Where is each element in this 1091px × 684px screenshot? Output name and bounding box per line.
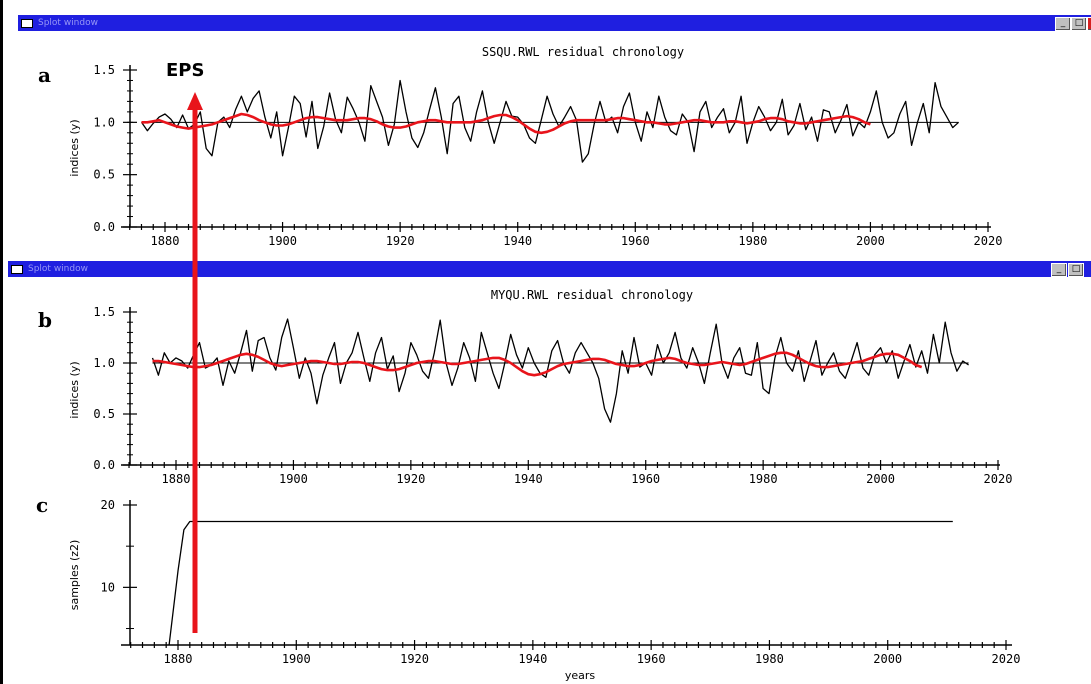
x-tick-label: 2020 (984, 472, 1013, 486)
y-tick-label: 0.5 (93, 407, 115, 421)
panel-letter-a: a (38, 63, 51, 87)
window-title-top: Splot window (38, 18, 98, 28)
y-tick-label: 0.5 (93, 168, 115, 182)
x-tick-label: 1980 (749, 472, 778, 486)
x-tick-label: 1920 (400, 652, 429, 666)
y-tick-label: 10 (101, 580, 115, 594)
x-tick-label: 2020 (992, 652, 1021, 666)
window-titlebar-bottom[interactable]: Splot window _ □ (8, 261, 1091, 277)
panel-c: c samples (z2) years 1880 1900 1920 1940 196… (36, 493, 1020, 682)
panel-c-ylabel: samples (z2) (68, 540, 81, 611)
series-index-line (140, 79, 960, 163)
window-titlebar-top[interactable]: Splot window _ □ × (18, 15, 1091, 31)
window-title-bottom: Splot window (28, 264, 88, 274)
maximize-button[interactable]: □ (1071, 17, 1087, 31)
x-tick-label: 1880 (162, 472, 191, 486)
x-tick-label: 1880 (164, 652, 193, 666)
y-tick-label: 1.0 (93, 356, 115, 370)
x-tick-label: 1960 (621, 234, 650, 248)
series-smoothed-line (141, 112, 871, 135)
eps-annotation: EPS (166, 60, 204, 633)
x-tick-label: 1960 (631, 472, 660, 486)
y-tick-label: 0.0 (93, 458, 115, 472)
panel-b: b MYQU.RWL residual chronology indices (… (38, 288, 1012, 486)
x-tick-label: 1940 (503, 234, 532, 248)
x-tick-label: 1900 (282, 652, 311, 666)
panel-c-xlabel: years (565, 669, 596, 682)
x-tick-label: 1940 (514, 472, 543, 486)
x-tick-label: 1980 (738, 234, 767, 248)
eps-arrow-head (187, 92, 203, 110)
x-tick-label: 2000 (873, 652, 902, 666)
panel-letter-b: b (38, 308, 52, 332)
panel-letter-c: c (36, 493, 48, 517)
x-tick-label: 1900 (268, 234, 297, 248)
x-tick-label: 1920 (396, 472, 425, 486)
window-menu-icon-2[interactable] (11, 265, 23, 274)
y-tick-label: 1.0 (93, 115, 115, 129)
panel-a-ylabel: indices (y) (68, 119, 81, 176)
x-tick-label: 1980 (755, 652, 784, 666)
series-samples-line (168, 520, 953, 646)
x-tick-label: 2000 (866, 472, 895, 486)
y-tick-label: 1.5 (93, 305, 115, 319)
series-smoothed-line (152, 351, 923, 377)
panel-a-title: SSQU.RWL residual chronology (482, 45, 684, 59)
x-tick-label: 2000 (856, 234, 885, 248)
x-tick-label: 1960 (637, 652, 666, 666)
x-tick-label: 1880 (151, 234, 180, 248)
window-left-border (0, 0, 3, 684)
panel-b-ylabel: indices (y) (68, 361, 81, 418)
y-tick-label: 20 (101, 498, 115, 512)
y-tick-label: 0.0 (93, 220, 115, 234)
eps-label: EPS (166, 60, 204, 81)
x-tick-label: 1940 (518, 652, 547, 666)
maximize-button-2[interactable]: □ (1068, 263, 1084, 277)
close-button[interactable]: × (1087, 17, 1091, 31)
minimize-button[interactable]: _ (1055, 17, 1071, 31)
y-tick-label: 1.5 (93, 63, 115, 77)
series-index-line (151, 318, 969, 423)
window-menu-icon[interactable] (21, 19, 33, 28)
x-tick-label: 1900 (279, 472, 308, 486)
x-tick-label: 1920 (386, 234, 415, 248)
panel-a: a SSQU.RWL residual chronology indices (… (38, 45, 1002, 248)
panel-b-title: MYQU.RWL residual chronology (491, 288, 693, 302)
minimize-button-2[interactable]: _ (1051, 263, 1067, 277)
x-tick-label: 2020 (974, 234, 1003, 248)
